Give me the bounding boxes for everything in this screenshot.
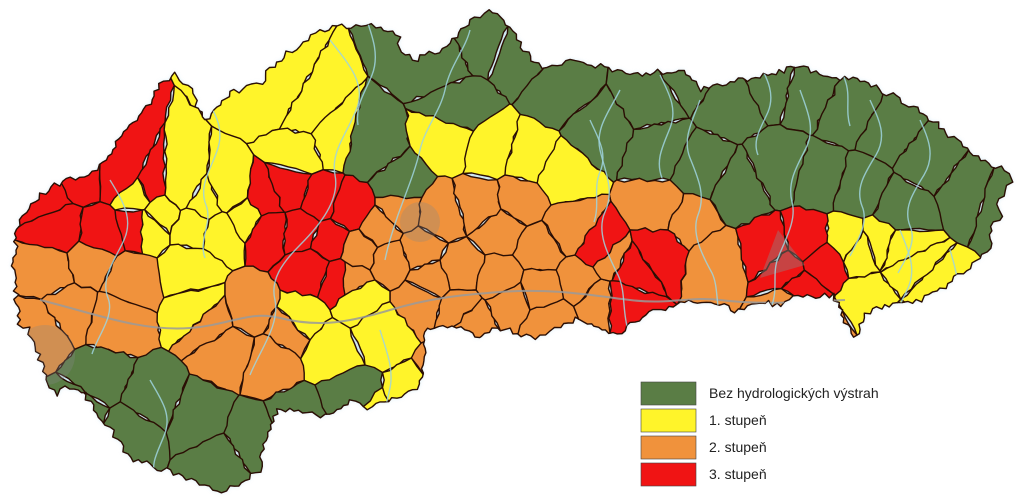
svg-text:3. stupeň: 3. stupeň — [709, 466, 767, 482]
svg-text:Bez hydrologických výstrah: Bez hydrologických výstrah — [709, 385, 879, 401]
svg-text:1. stupeň: 1. stupeň — [709, 412, 767, 428]
svg-text:2. stupeň: 2. stupeň — [709, 439, 767, 455]
